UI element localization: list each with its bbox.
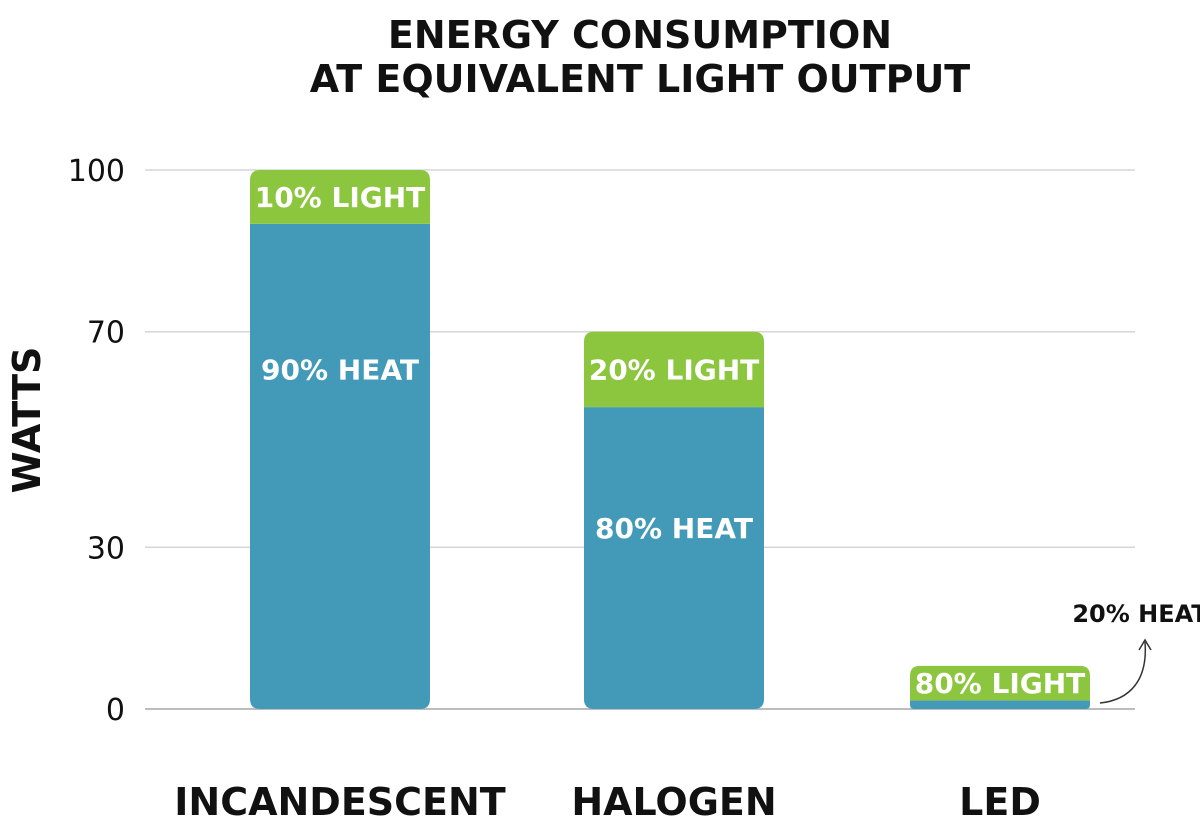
bars: 90% HEAT 10% LIGHT 80% HEAT 20% LIGHT 80% LI… — [250, 170, 1090, 709]
bar-group-led: 80% LIGHT — [910, 665, 1090, 709]
bar-group-incandescent: 90% HEAT 10% LIGHT — [250, 170, 430, 709]
bar-group-halogen: 80% HEAT 20% LIGHT — [584, 331, 764, 709]
y-axis-ticks: 0 30 70 100 — [68, 154, 125, 728]
x-category-label: LED — [959, 780, 1041, 824]
chart-title: ENERGY CONSUMPTION AT EQUIVALENT LIGHT O… — [310, 13, 971, 101]
light-label: 10% LIGHT — [255, 181, 426, 214]
light-label: 20% LIGHT — [589, 353, 760, 386]
annotation-arrowhead — [1138, 638, 1152, 651]
heat-segment — [910, 700, 1090, 709]
heat-label: 90% HEAT — [261, 353, 419, 386]
light-segment — [910, 665, 1090, 701]
y-tick-label: 70 — [87, 316, 125, 351]
annotation-arrow — [1099, 641, 1147, 704]
y-tick-label: 100 — [68, 154, 125, 189]
y-tick-label: 30 — [87, 531, 125, 566]
chart-title-line-1: ENERGY CONSUMPTION — [388, 13, 892, 57]
heat-segment — [250, 223, 430, 709]
annotations: 20% HEAT — [1072, 600, 1200, 704]
light-segment — [584, 331, 764, 408]
x-category-label: HALOGEN — [571, 780, 776, 824]
heat-label: 80% HEAT — [595, 512, 753, 545]
chart-title-line-2: AT EQUIVALENT LIGHT OUTPUT — [310, 57, 971, 101]
x-category-label: INCANDESCENT — [174, 780, 506, 824]
y-tick-label: 0 — [106, 693, 125, 728]
light-label: 80% LIGHT — [915, 667, 1086, 700]
heat-segment — [584, 407, 764, 709]
y-axis-label: WATTS — [5, 347, 49, 494]
light-segment — [250, 170, 430, 224]
x-axis-categories: INCANDESCENT HALOGEN LED — [174, 780, 1041, 824]
led-heat-annotation: 20% HEAT — [1072, 600, 1200, 628]
